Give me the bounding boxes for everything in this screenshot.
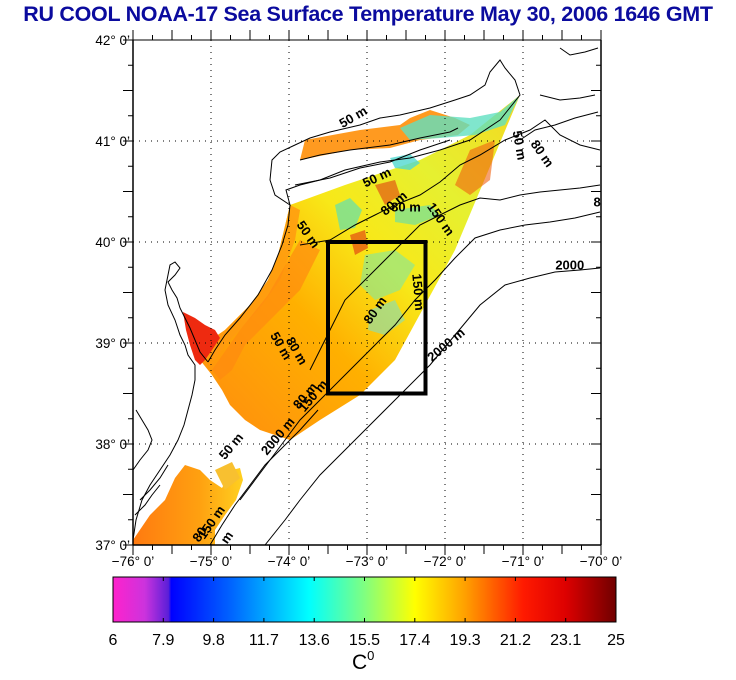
sst-warm-patch-2 — [455, 140, 495, 195]
coastline-delaware-bay — [133, 261, 209, 541]
colorbar-tick-label: 25 — [607, 632, 625, 649]
sst-cool-patch-3 — [395, 205, 440, 225]
coastline-nj — [207, 204, 291, 363]
sst-region-main — [196, 95, 520, 440]
colorbar-ticks — [162, 577, 567, 622]
contour-2000m — [264, 267, 601, 545]
sst-warm-patch-1 — [375, 180, 400, 205]
x-axis-labels: −76° 0’ −75° 0’ −74° 0’ −73° 0’ −72° 0’ −71° … — [112, 554, 623, 569]
contour-label: 80 m — [391, 200, 421, 215]
x-tick-label: −75° 0’ — [190, 554, 233, 569]
colorbar-tick-label: 23.1 — [550, 632, 581, 649]
y-tick-label: 38° 0’ — [95, 437, 130, 452]
contour-50m — [299, 119, 601, 246]
contour-label: 2000 — [555, 257, 584, 272]
y-tick-label: 41° 0’ — [95, 134, 130, 149]
coastline-long-island-north — [299, 127, 459, 161]
sst-region-delaware-bay — [183, 312, 220, 365]
contour-shelf-inner — [209, 409, 319, 545]
contour-label: 8 — [593, 195, 600, 210]
colorbar-unit-label: C0 — [352, 648, 374, 675]
x-tick-label: −70° 0’ — [580, 554, 623, 569]
axis-ticks — [123, 30, 602, 555]
colorbar-tick-label: 17.4 — [399, 632, 430, 649]
colorbar-tick-label: 7.9 — [152, 632, 174, 649]
contour-label: 80 m — [528, 137, 557, 170]
contour-label: 2000 m — [424, 325, 467, 365]
coastline-long-island-south — [294, 139, 451, 186]
colorbar-unit-base: C — [352, 651, 368, 674]
colorbar-tick-label: 11.7 — [249, 632, 279, 649]
sst-region-coastal-2 — [212, 240, 320, 380]
contour-80m — [309, 184, 601, 371]
y-tick-label: 37° 0’ — [95, 538, 130, 553]
coastline-cape-cod — [519, 47, 599, 141]
sst-region-south — [133, 465, 243, 545]
sst-small-patch — [215, 462, 240, 490]
y-axis-labels: 42° 0’ 41° 0’ 40° 0’ 39° 0’ 38° 0’ 37° 0’ — [95, 33, 130, 553]
x-tick-label: −74° 0’ — [268, 554, 311, 569]
colorbar-tick-label: 15.5 — [349, 632, 380, 649]
y-tick-label: 40° 0’ — [95, 235, 130, 250]
colorbar-tick-labels: 6 7.9 9.8 11.7 13.6 15.5 17.4 19.3 21.2 23.1 25 — [109, 632, 625, 649]
chart-title: RU COOL NOAA-17 Sea Surface Temperature … — [23, 2, 713, 26]
colorbar-tick-label: 21.2 — [500, 632, 531, 649]
contour-label: 80 — [189, 524, 210, 544]
x-tick-label: −71° 0’ — [502, 554, 545, 569]
sst-cool-patch-1 — [390, 154, 420, 170]
contour-150m — [239, 211, 601, 501]
colorbar — [112, 576, 617, 623]
coastlines — [133, 47, 601, 545]
colorbar-tick-label: 9.8 — [202, 632, 224, 649]
sst-cool-patch-5 — [368, 300, 405, 335]
sst-region-li-sound-cool — [400, 95, 520, 140]
contour-label: 150 m — [409, 273, 427, 311]
y-tick-label: 39° 0’ — [95, 336, 130, 351]
coastline-chesapeake — [133, 409, 169, 516]
contour-label: 50 m — [216, 430, 247, 462]
colorbar-tick-label: 19.3 — [450, 632, 481, 649]
sst-swath — [133, 95, 520, 545]
colorbar-tick-label: 13.6 — [299, 632, 330, 649]
sst-cool-patch-4 — [360, 250, 415, 300]
colorbar-unit-sup: 0 — [367, 648, 375, 663]
x-tick-label: −73° 0’ — [346, 554, 389, 569]
y-tick-label: 42° 0’ — [95, 33, 130, 48]
x-tick-label: −76° 0’ — [112, 554, 155, 569]
study-area-box — [326, 240, 428, 396]
colorbar-tick-label: 6 — [109, 632, 118, 649]
x-tick-label: −72° 0’ — [424, 554, 467, 569]
coastline-new-england — [269, 59, 521, 207]
contour-label: 50 m — [510, 129, 530, 161]
sst-cool-patch-2 — [335, 198, 362, 230]
contour-label: m — [217, 528, 236, 546]
